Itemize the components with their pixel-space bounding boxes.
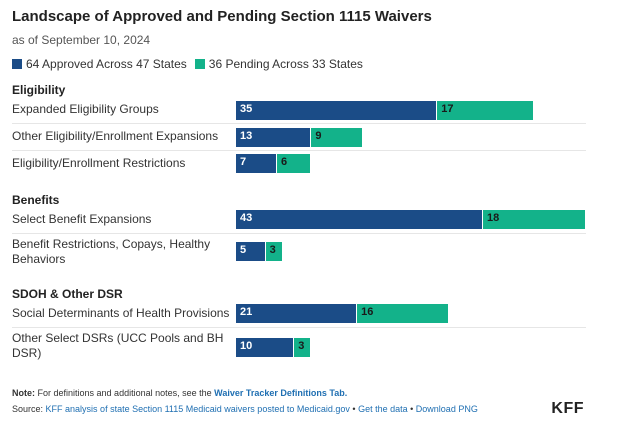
bar-approved: 43 (236, 210, 483, 229)
source-prefix: Source: (12, 404, 44, 414)
bar-pending: 6 (277, 154, 311, 173)
bar-approved: 21 (236, 304, 357, 323)
row-divider (12, 150, 586, 151)
legend: 64 Approved Across 47 States 36 Pending … (12, 57, 371, 71)
bar-label-pending: 18 (487, 212, 500, 224)
group-title-eligibility: Eligibility (12, 83, 66, 97)
legend-label-pending: 36 Pending Across 33 States (208, 57, 363, 71)
bar-label-pending: 3 (269, 244, 276, 256)
separator: • (410, 404, 414, 414)
legend-item-approved: 64 Approved Across 47 States (12, 57, 187, 71)
bar-label-approved: 13 (240, 130, 253, 142)
legend-swatch-pending (194, 59, 205, 69)
bar-pending: 17 (437, 101, 534, 120)
bar-approved: 35 (236, 101, 437, 120)
bar-label-approved: 43 (240, 212, 253, 224)
bar-label-pending: 9 (315, 130, 322, 142)
bar-label-approved: 21 (240, 306, 253, 318)
bar-approved: 13 (236, 128, 311, 147)
row-label: Benefit Restrictions, Copays, Healthy Be… (12, 237, 211, 266)
footnote: Note: For definitions and additional not… (12, 388, 347, 398)
kff-logo: KFF (551, 400, 584, 417)
row-label: Expanded Eligibility Groups (12, 102, 159, 116)
bar-pending: 3 (294, 338, 311, 357)
bar-label-pending: 16 (361, 306, 374, 318)
bar-label-approved: 10 (240, 340, 253, 352)
row-label: Select Benefit Expansions (12, 212, 152, 226)
row-label: Social Determinants of Health Provisions (12, 306, 230, 320)
bar-label-approved: 7 (240, 156, 247, 168)
bar-label-approved: 5 (240, 244, 247, 256)
definitions-link[interactable]: Waiver Tracker Definitions Tab. (214, 388, 348, 398)
bar-pending: 3 (265, 242, 282, 261)
bar-approved: 5 (236, 242, 265, 261)
note-text: For definitions and additional notes, se… (37, 388, 212, 398)
legend-swatch-approved (12, 59, 22, 69)
separator: • (352, 404, 356, 414)
bar-label-pending: 17 (441, 103, 454, 115)
bar-approved: 7 (236, 154, 277, 173)
legend-label-approved: 64 Approved Across 47 States (26, 57, 187, 71)
row-divider (12, 327, 586, 328)
note-prefix: Note: (12, 388, 35, 398)
bar-approved: 10 (236, 338, 294, 357)
bar-label-pending: 3 (298, 340, 305, 352)
group-title-benefits: Benefits (12, 193, 60, 207)
chart-title: Landscape of Approved and Pending Sectio… (12, 8, 432, 25)
row-label: Other Eligibility/Enrollment Expansions (12, 129, 219, 143)
row-label: Eligibility/Enrollment Restrictions (12, 156, 186, 170)
bar-label-approved: 35 (240, 103, 253, 115)
bar-pending: 16 (357, 304, 448, 323)
download-png-link[interactable]: Download PNG (415, 404, 478, 414)
bar-pending: 9 (311, 128, 362, 147)
row-divider (12, 123, 586, 124)
row-label: Other Select DSRs (UCC Pools and BH DSR) (12, 331, 224, 360)
source-line: Source: KFF analysis of state Section 11… (12, 404, 478, 414)
group-title-sdoh: SDOH & Other DSR (12, 287, 123, 301)
bar-pending: 18 (483, 210, 585, 229)
source-link[interactable]: KFF analysis of state Section 1115 Medic… (45, 404, 350, 414)
legend-item-pending: 36 Pending Across 33 States (194, 57, 363, 71)
bar-label-pending: 6 (281, 156, 288, 168)
row-divider (12, 233, 586, 234)
get-data-link[interactable]: Get the data (358, 404, 408, 414)
chart-subtitle: as of September 10, 2024 (12, 33, 151, 47)
